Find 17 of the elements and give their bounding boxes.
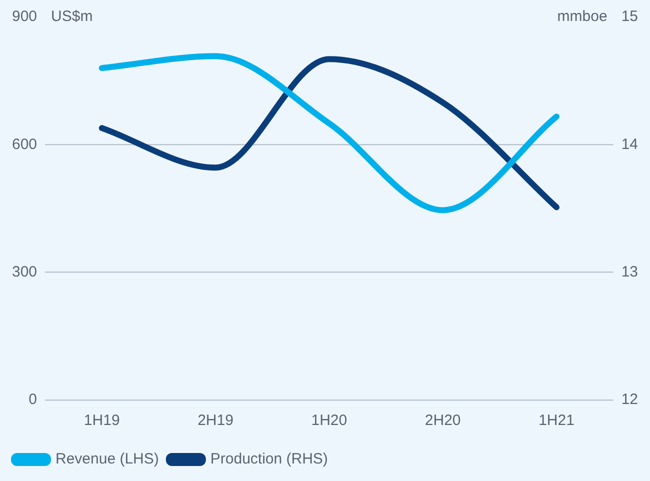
- y2-axis-title: mmboe: [557, 8, 608, 26]
- y2-tick-label: 12: [621, 391, 638, 408]
- x-tick-label: 2H20: [424, 412, 461, 430]
- y-axis-title: US$m: [51, 8, 93, 26]
- x-tick-label: 2H19: [198, 412, 234, 430]
- legend-label: Production (RHS): [210, 450, 328, 468]
- y2-tick-label: 14: [621, 136, 638, 153]
- x-tick-label: 1H19: [84, 412, 120, 430]
- x-tick-label: 1H21: [538, 412, 574, 430]
- y2-tick-label: 13: [621, 263, 638, 280]
- y-tick-label: 300: [12, 263, 38, 280]
- x-tick-label: 1H20: [311, 412, 348, 430]
- y2-tick-label: 15: [621, 8, 638, 26]
- y-tick-label: 600: [12, 136, 38, 153]
- y-tick-label: 0: [28, 391, 38, 408]
- y-tick-label: 900: [12, 8, 38, 26]
- legend-label: Revenue (LHS): [56, 450, 159, 468]
